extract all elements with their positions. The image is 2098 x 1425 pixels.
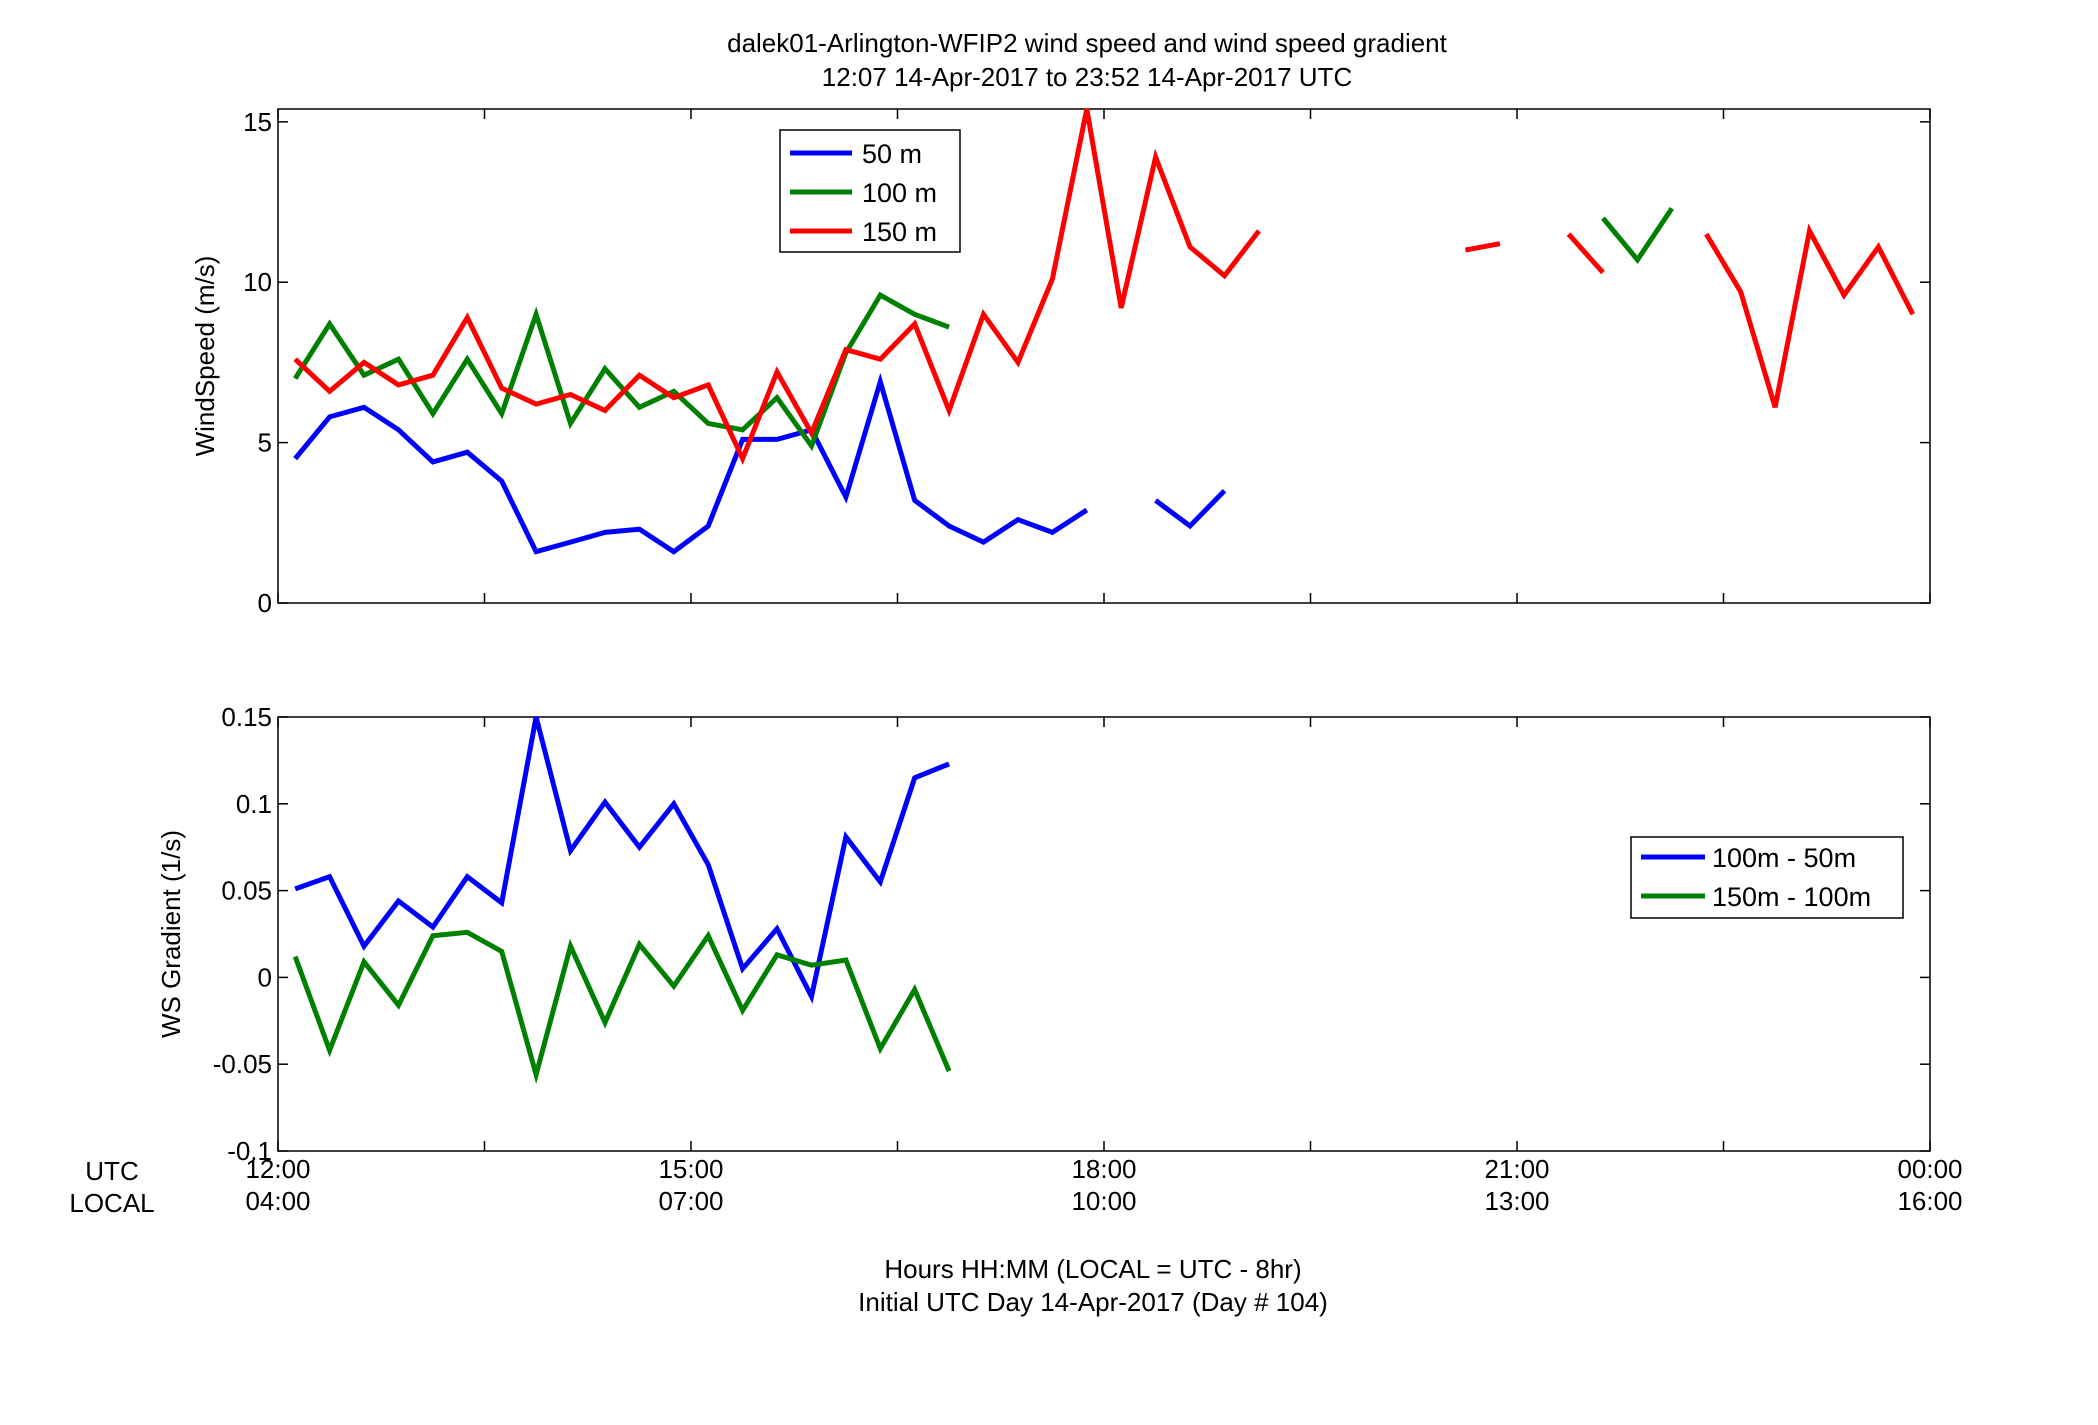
x-tick-label-local: 10:00 [1071, 1186, 1136, 1216]
y-axis-label: WindSpeed (m/s) [190, 256, 220, 457]
y-tick-label: 10 [243, 267, 272, 297]
x-tick-label-local: 13:00 [1484, 1186, 1549, 1216]
legend: 50 m 100 m 150 m [779, 129, 961, 253]
y-tick-label: 15 [243, 107, 272, 137]
x-tick-label-utc: 12:00 [245, 1154, 310, 1184]
y-axis-label: WS Gradient (1/s) [156, 830, 186, 1038]
series-line-100m-50m [294, 716, 951, 1004]
x-row-label-utc: UTC [85, 1156, 138, 1186]
legend-box [1630, 836, 1904, 919]
x-tick-label-local: 07:00 [658, 1186, 723, 1216]
y-tick-label: 0 [258, 962, 272, 992]
x-tick-label-local: 16:00 [1897, 1186, 1962, 1216]
x-tick-label-utc: 21:00 [1484, 1154, 1549, 1184]
legend-entry: 100 m [862, 178, 937, 208]
legend-entry: 150m - 100m [1712, 882, 1871, 912]
legend-entry: 150 m [862, 217, 937, 247]
chart-title-line2: 12:07 14-Apr-2017 to 23:52 14-Apr-2017 U… [822, 62, 1352, 92]
y-tick-label: 0.05 [221, 876, 272, 906]
y-tick-label: -0.1 [227, 1136, 272, 1166]
legend: 100m - 50m 150m - 100m [1630, 836, 1904, 919]
x-axis-label-line1: Hours HH:MM (LOCAL = UTC - 8hr) [884, 1254, 1301, 1284]
chart-title-line1: dalek01-Arlington-WFIP2 wind speed and w… [727, 28, 1448, 58]
x-row-label-local: LOCAL [69, 1188, 154, 1218]
y-tick-label: -0.05 [213, 1049, 272, 1079]
gradient-panel: -0.1 -0.05 0 0.05 0.1 0.15 WS Gradient (1/s) 10… [156, 702, 1931, 1166]
series-line-150-m [293, 108, 1916, 465]
legend-entry: 50 m [862, 139, 922, 169]
y-tick-label: 0.1 [236, 789, 272, 819]
x-tick-label-utc: 00:00 [1897, 1154, 1962, 1184]
y-tick-label: 5 [258, 428, 272, 458]
legend-entry: 100m - 50m [1712, 843, 1856, 873]
y-tick-label: 0 [258, 588, 272, 618]
windspeed-panel: 0 5 10 15 WindSpeed (m/s) 50 m 100 m 150 m [190, 107, 1931, 618]
series-line-150m-100m [292, 929, 952, 1085]
x-tick-label-utc: 18:00 [1071, 1154, 1136, 1184]
y-tick-label: 0.15 [221, 702, 272, 732]
x-tick-label-utc: 15:00 [658, 1154, 723, 1184]
series-line-50-m [293, 372, 1227, 555]
x-axis-label-line2: Initial UTC Day 14-Apr-2017 (Day # 104) [858, 1287, 1328, 1317]
x-tick-label-local: 04:00 [245, 1186, 310, 1216]
